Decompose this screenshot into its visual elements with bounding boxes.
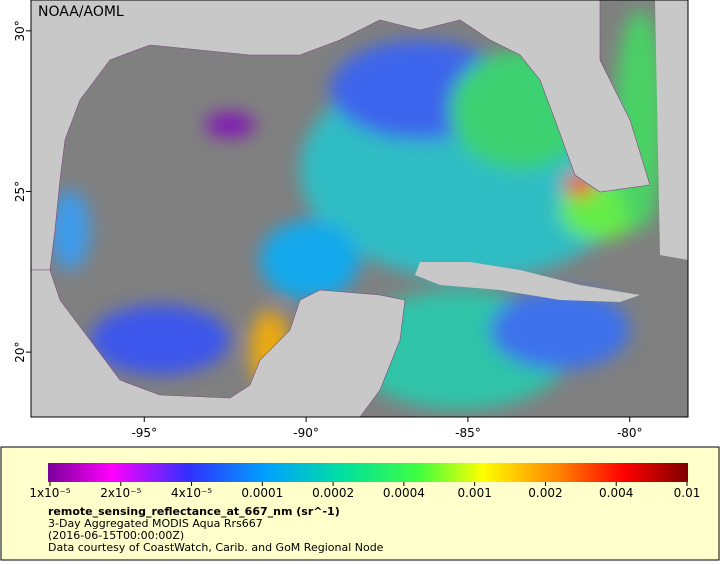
map-label: NOAA/AOML [38, 4, 124, 20]
colorbar-label: 0.004 [599, 486, 633, 500]
y-tick-label: 25° [13, 181, 27, 202]
colorbar [48, 463, 688, 482]
colorbar-label: 1x10⁻⁵ [29, 486, 70, 500]
colorbar-label: 0.01 [674, 486, 701, 500]
legend-title: remote_sensing_reflectance_at_667_nm (sr… [48, 505, 340, 518]
map-area [31, 0, 688, 417]
x-tick-label: -90° [293, 426, 319, 440]
land-cuba [415, 262, 640, 302]
x-tick-label: -85° [455, 426, 481, 440]
land-us [31, 0, 651, 271]
colorbar-label: 0.002 [528, 486, 562, 500]
x-tick-label: -80° [617, 426, 643, 440]
map-frame [30, 0, 689, 418]
y-tick-label: 20° [13, 341, 27, 362]
land-east [655, 0, 688, 260]
legend-line: 3-Day Aggregated MODIS Aqua Rrs667 [48, 517, 263, 530]
colorbar-label: 0.0001 [241, 486, 283, 500]
colorbar-label: 0.0002 [312, 486, 354, 500]
y-tick-label: 30° [13, 20, 27, 41]
colorbar-label: 0.0004 [383, 486, 425, 500]
x-tick-label: -95° [131, 426, 157, 440]
colorbar-label: 2x10⁻⁵ [100, 486, 141, 500]
legend-line: Data courtesy of CoastWatch, Carib. and … [48, 541, 384, 554]
land-mexico [31, 269, 406, 417]
legend-line: (2016-06-15T00:00:00Z) [48, 529, 184, 542]
colorbar-label: 0.001 [457, 486, 491, 500]
colorbar-label: 4x10⁻⁵ [171, 486, 212, 500]
